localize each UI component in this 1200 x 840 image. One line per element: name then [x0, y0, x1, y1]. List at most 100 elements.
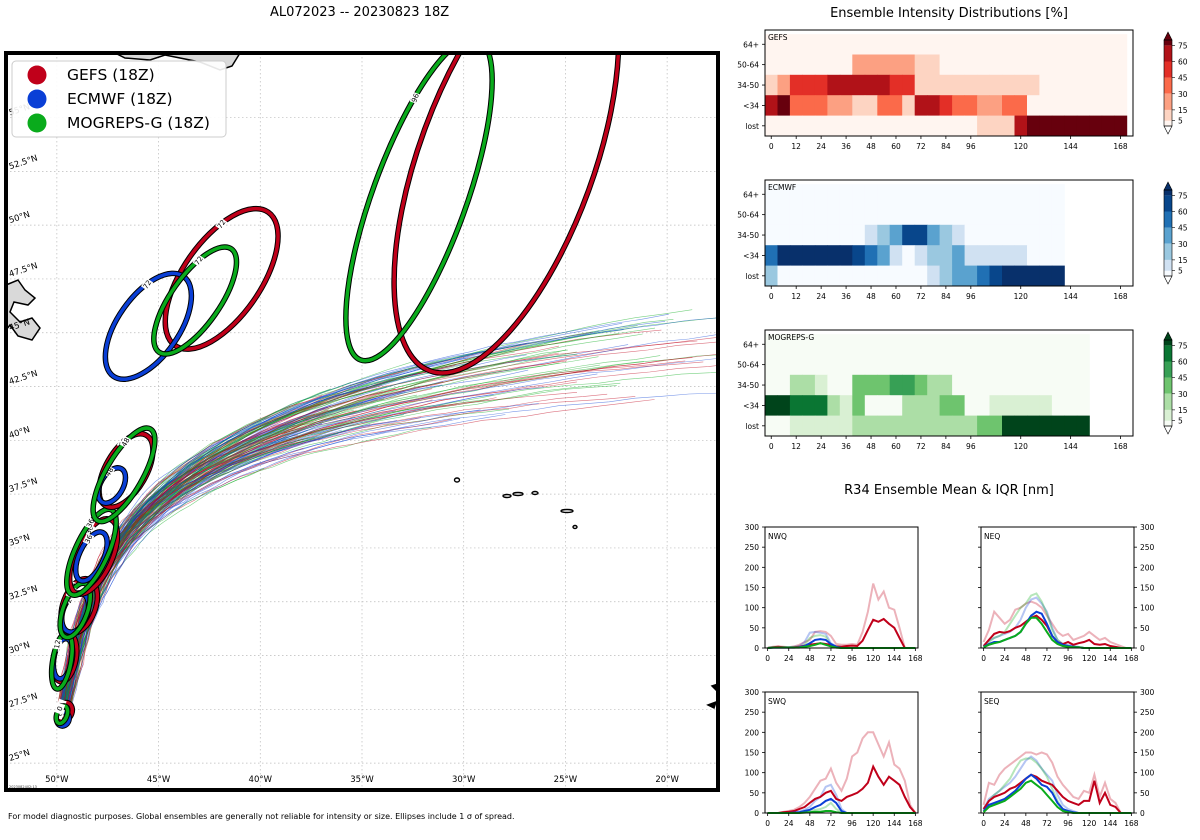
colorbar-segment [1164, 243, 1172, 260]
heatmap-cell [1014, 95, 1028, 116]
heatmap-cell [1064, 415, 1078, 437]
heatmap-cell [939, 204, 953, 226]
heatmap-cell [1002, 204, 1015, 226]
heatmap-cell [765, 245, 778, 266]
heatmap-cell [1076, 334, 1090, 355]
heatmap-cell [852, 115, 866, 137]
ellipse-gefs-96: 96 [391, 53, 622, 376]
ensemble-track-line [66, 349, 569, 718]
colorbar-tick-label: 30 [1178, 240, 1188, 249]
heatmap-cell [914, 334, 928, 355]
heatmap-cell [777, 115, 791, 137]
colorbar-segment [1164, 270, 1172, 276]
ellipse-mogreps-g-72: 72 [151, 244, 240, 357]
heatmap-cell [1002, 115, 1015, 137]
r34-y-tick-label: 250 [745, 543, 760, 552]
heatmap-frame [764, 179, 1134, 287]
heatmap-cell [789, 224, 803, 246]
map-frame [4, 51, 720, 792]
heatmap-cell [977, 415, 990, 437]
r34-series-line [982, 751, 1132, 814]
r34-x-tick-label: 72 [826, 654, 836, 663]
colorbar-tick-label: 75 [1178, 191, 1188, 200]
heatmap-cell [1051, 224, 1065, 246]
heatmap-cell [1101, 115, 1115, 137]
heatmap-cell [1101, 74, 1115, 96]
r34-x-tick-label: 24 [1000, 654, 1010, 663]
heatmap-cell [1027, 354, 1040, 376]
heatmap-cell [852, 54, 866, 76]
heatmap-cell [877, 374, 891, 396]
colorbar-segment [1164, 361, 1172, 378]
heatmap-x-tick-label: 0 [769, 142, 774, 151]
heatmap-cell [802, 374, 816, 396]
r34-swq: SWQ 0 50 100 150 200 250 300 0 24 48 72 96 120 144 168 [745, 688, 923, 828]
heatmap-cell [765, 395, 778, 416]
heatmap-cell [989, 245, 1003, 266]
ellipse-label-bg [54, 702, 66, 715]
heatmap-cell [877, 95, 891, 116]
heatmap-cell [827, 224, 841, 246]
heatmap-cell [1039, 54, 1053, 76]
heatmap-cell [1064, 395, 1078, 416]
heatmap-cell [939, 115, 953, 137]
intensity-gefs: GEFS 64+ 50-64 34-50 <34 lost 0 12 24 36 48 60 72 84 9… [737, 29, 1188, 151]
ellipse-hour-label: 12 [53, 639, 62, 649]
heatmap-cell [902, 374, 916, 396]
heatmap-cell [1027, 265, 1040, 287]
colorbar-segment [1164, 340, 1172, 346]
heatmap-cell [814, 34, 828, 55]
heatmap-cell [939, 415, 953, 437]
r34-x-tick-label: 72 [826, 819, 836, 828]
r34-x-tick-label: 48 [805, 819, 815, 828]
r34-y-tick-label: 100 [1140, 769, 1155, 778]
heatmap-cell [839, 54, 853, 76]
r34-x-tick-label: 24 [784, 819, 794, 828]
heatmap-cell [839, 265, 853, 287]
heatmap-cell [977, 34, 990, 55]
ellipse-label-bg [119, 435, 132, 449]
heatmap-cell [877, 54, 891, 76]
heatmap-cell [852, 374, 866, 396]
r34-x-tick-label: 168 [908, 819, 923, 828]
r34-y-tick-label: 150 [745, 584, 760, 593]
heatmap-cell [814, 224, 828, 246]
heatmap-cell [802, 415, 816, 437]
heatmap-x-tick-label: 60 [891, 292, 901, 301]
heatmap-cell [964, 245, 978, 266]
heatmap-cell [1002, 184, 1015, 205]
heatmap-cell [1064, 334, 1078, 355]
heatmap-cell [789, 265, 803, 287]
r34-y-tick-label: 250 [745, 708, 760, 717]
heatmap-cell [902, 184, 916, 205]
heatmap-x-tick-label: 96 [966, 292, 976, 301]
r34-x-tick-label: 0 [765, 654, 770, 663]
r34-x-tick-label: 48 [805, 654, 815, 663]
heatmap-row-label: <34 [743, 251, 759, 260]
colorbar: 5 15 30 45 60 75 [1163, 31, 1188, 135]
heatmap-cell [765, 265, 778, 287]
heatmap-row-label: 64+ [743, 190, 759, 199]
heatmap-cell [1076, 115, 1090, 137]
heatmap-cell [952, 224, 965, 246]
heatmap-cell [914, 204, 928, 226]
heatmap-cell [1051, 374, 1065, 396]
heatmap-cell [765, 354, 778, 376]
r34-x-tick-label: 120 [1082, 819, 1097, 828]
heatmap-cell [1051, 395, 1065, 416]
colorbar-segment [1164, 93, 1172, 110]
heatmap-cell [964, 334, 978, 355]
heatmap-cell [864, 245, 878, 266]
heatmap-cell [889, 245, 903, 266]
r34-y-tick-label: 50 [1140, 789, 1150, 798]
heatmap-cell [977, 184, 990, 205]
azores-island [502, 493, 512, 499]
r34-panel-title: NWQ [768, 532, 787, 541]
heatmap-cell [1027, 204, 1040, 226]
heatmap-cell [852, 74, 866, 96]
heatmap-cell [802, 74, 816, 96]
heatmap-cell [1051, 34, 1065, 55]
colorbar-frame [1163, 339, 1173, 427]
r34-y-tick-label: 0 [1140, 644, 1145, 653]
heatmap-cell [1027, 374, 1040, 396]
